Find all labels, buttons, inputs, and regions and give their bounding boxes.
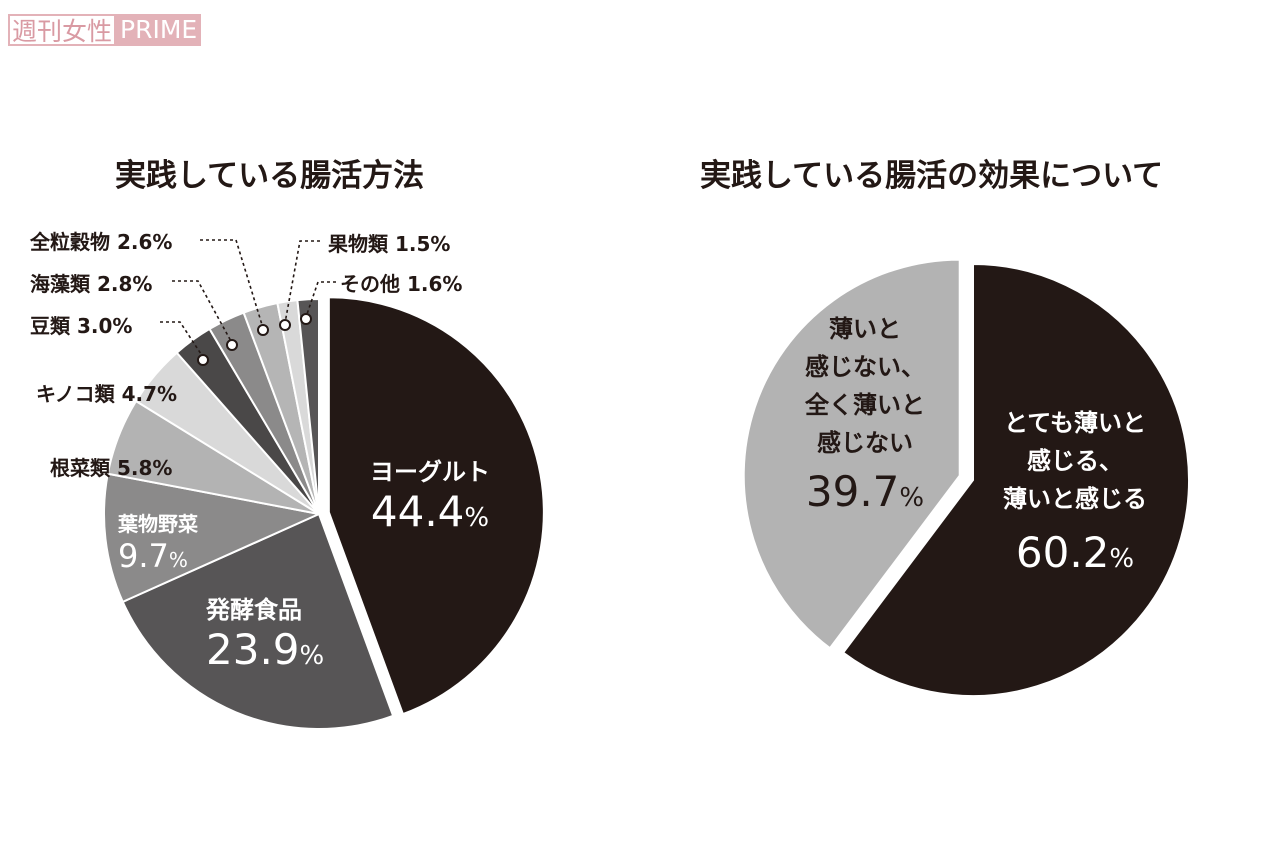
- label-feel-thin: とても薄いと 感じる、 薄いと感じる 60.2%: [1003, 409, 1147, 577]
- leader-dot-other: [300, 313, 312, 325]
- pie-chart-effects: [742, 258, 1190, 697]
- pie-slice: [103, 472, 323, 604]
- label-whole-grain: 全粒穀物 2.6%: [30, 230, 173, 254]
- leader-dots: [197, 313, 312, 366]
- pie-slice: [121, 512, 395, 730]
- label-fermented: 発酵食品 23.9%: [206, 596, 325, 674]
- watermark-part2: PRIME: [116, 14, 202, 46]
- watermark-logo: 週刊女性 PRIME: [8, 14, 202, 46]
- label-yogurt: ヨーグルト 44.4%: [370, 458, 490, 536]
- pie-slice: [296, 297, 320, 515]
- leader-line-fruit: [284, 240, 320, 324]
- label-leafy-veg: 葉物野菜 9.7%: [118, 512, 198, 575]
- leader-lines: [160, 239, 336, 358]
- label-seaweed: 海藻類 2.8%: [30, 272, 153, 296]
- chart-title-methods: 実践している腸活方法: [115, 158, 425, 194]
- leader-line-other: [305, 281, 336, 318]
- label-other: その他 1.6%: [340, 272, 463, 296]
- leader-dot-seaweed: [226, 339, 238, 351]
- label-mushroom: キノコ類 4.7%: [36, 382, 178, 406]
- leader-line-seaweed: [172, 280, 233, 344]
- label-beans: 豆類 3.0%: [30, 314, 133, 338]
- pie-slice: [327, 296, 545, 716]
- leader-line-beans: [160, 321, 204, 358]
- leader-dot-whole-grain: [257, 324, 269, 336]
- chart-title-effects: 実践している腸活の効果について: [700, 158, 1164, 194]
- label-fruit: 果物類 1.5%: [328, 232, 451, 256]
- label-not-feel-thin: 薄いと 感じない、 全く薄いと 感じない 39.7%: [805, 315, 925, 516]
- leader-line-whole-grain: [200, 239, 264, 329]
- leader-dot-fruit: [279, 319, 291, 331]
- label-root-veg: 根菜類 5.8%: [50, 456, 173, 480]
- pie-slice: [841, 262, 1190, 697]
- pie-chart-methods: [103, 296, 545, 730]
- watermark-part1: 週刊女性: [8, 14, 117, 46]
- leader-dot-beans: [197, 354, 209, 366]
- pie-slice: [742, 258, 961, 650]
